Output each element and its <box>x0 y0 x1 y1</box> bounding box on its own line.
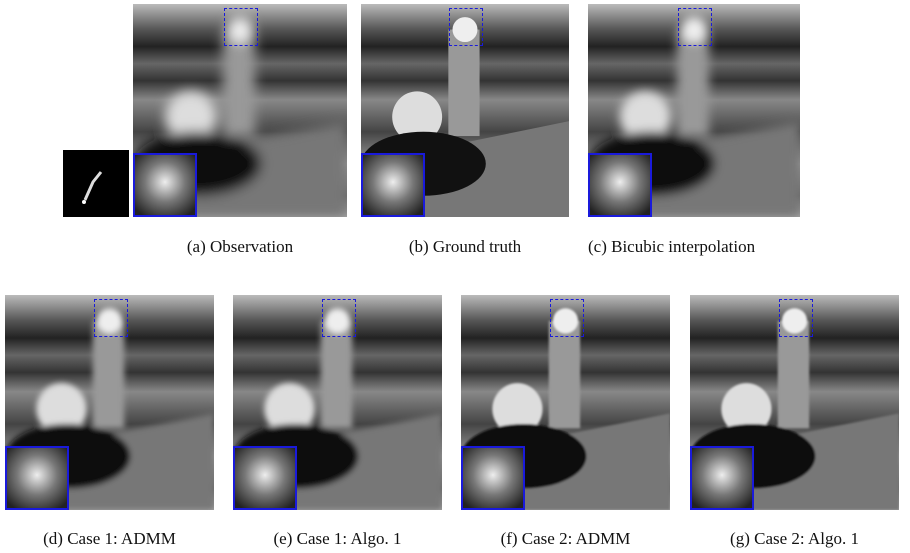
zoom-inset <box>133 153 197 217</box>
panel-image <box>690 295 899 510</box>
zoom-region <box>94 299 128 337</box>
panel-image <box>588 4 800 217</box>
zoom-inset <box>588 153 652 217</box>
panel-image <box>361 4 569 217</box>
zoom-inset <box>690 446 754 510</box>
zoom-inset <box>5 446 69 510</box>
zoom-inset <box>233 446 297 510</box>
zoom-region <box>779 299 813 337</box>
panel-image <box>5 295 214 510</box>
panel-caption: (a) Observation <box>133 237 347 257</box>
zoom-region <box>550 299 584 337</box>
zoom-inset <box>461 446 525 510</box>
panel-caption: (e) Case 1: Algo. 1 <box>228 529 447 549</box>
figure: (a) Observation (b) Ground truth (c) Bic… <box>0 0 910 553</box>
zoom-region <box>322 299 356 337</box>
kernel-shape <box>63 150 129 217</box>
panel-caption: (d) Case 1: ADMM <box>0 529 219 549</box>
panel-caption: (g) Case 2: Algo. 1 <box>685 529 904 549</box>
panel-image <box>233 295 442 510</box>
panel-caption: (c) Bicubic interpolation <box>588 237 803 257</box>
panel-image <box>133 4 347 217</box>
zoom-region <box>449 8 483 46</box>
panel-caption: (f) Case 2: ADMM <box>456 529 675 549</box>
blur-kernel <box>63 150 129 217</box>
panel-caption: (b) Ground truth <box>361 237 569 257</box>
zoom-inset <box>361 153 425 217</box>
zoom-region <box>224 8 258 46</box>
zoom-region <box>678 8 712 46</box>
panel-image <box>461 295 670 510</box>
